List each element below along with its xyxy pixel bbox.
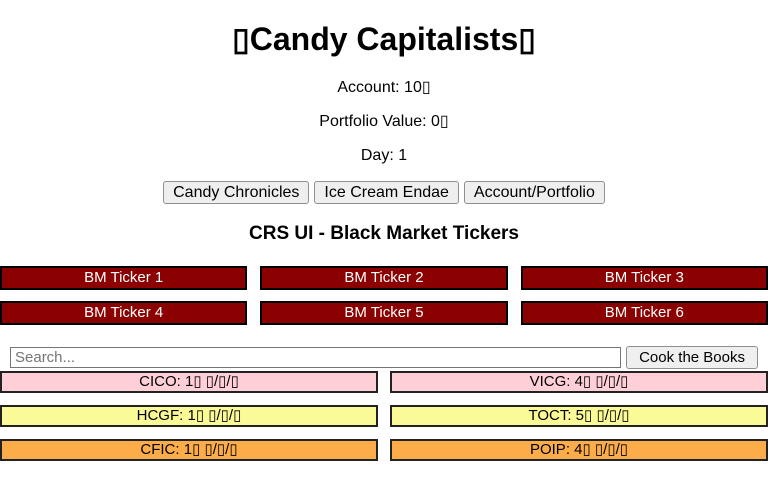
page-title: ▯Candy Capitalists▯ [232, 21, 536, 57]
ticker-row-hcgf[interactable]: HCGF: 1▯ ▯/▯/▯ [0, 405, 378, 427]
bm-ticker-1-button[interactable]: BM Ticker 1 [0, 266, 248, 290]
candy-chronicles-button[interactable]: Candy Chronicles [163, 181, 310, 204]
bm-ticker-6-button[interactable]: BM Ticker 6 [520, 301, 768, 325]
day-counter: Day: 1 [360, 147, 408, 164]
bm-ticker-grid: BM Ticker 1 BM Ticker 2 BM Ticker 3 BM T… [0, 266, 768, 325]
portfolio-value: Portfolio Value: 0▯ [319, 113, 449, 130]
bm-ticker-5-button[interactable]: BM Ticker 5 [260, 301, 508, 325]
ticker-row-cico[interactable]: CICO: 1▯ ▯/▯/▯ [0, 371, 378, 393]
bm-ticker-3-button[interactable]: BM Ticker 3 [520, 266, 768, 290]
ticker-row-cfic[interactable]: CFIC: 1▯ ▯/▯/▯ [0, 439, 378, 461]
bm-ticker-2-button[interactable]: BM Ticker 2 [260, 266, 508, 290]
account-balance: Account: 10▯ [337, 79, 431, 96]
nav-button-row: Candy Chronicles Ice Cream Endae Account… [0, 181, 768, 204]
ticker-row-toct[interactable]: TOCT: 5▯ ▯/▯/▯ [390, 405, 768, 427]
search-row: Cook the Books [10, 346, 758, 369]
ice-cream-endae-button[interactable]: Ice Cream Endae [314, 181, 459, 204]
search-input[interactable] [10, 347, 622, 368]
ticker-row-poip[interactable]: POIP: 4▯ ▯/▯/▯ [390, 439, 768, 461]
ticker-list: CICO: 1▯ ▯/▯/▯ VICG: 4▯ ▯/▯/▯ HCGF: 1▯ ▯… [0, 371, 768, 461]
bm-ticker-4-button[interactable]: BM Ticker 4 [0, 301, 248, 325]
ticker-row-vicg[interactable]: VICG: 4▯ ▯/▯/▯ [390, 371, 768, 393]
crs-section-heading: CRS UI - Black Market Tickers [249, 223, 519, 244]
cook-the-books-button[interactable]: Cook the Books [626, 346, 758, 369]
account-portfolio-button[interactable]: Account/Portfolio [463, 181, 605, 204]
